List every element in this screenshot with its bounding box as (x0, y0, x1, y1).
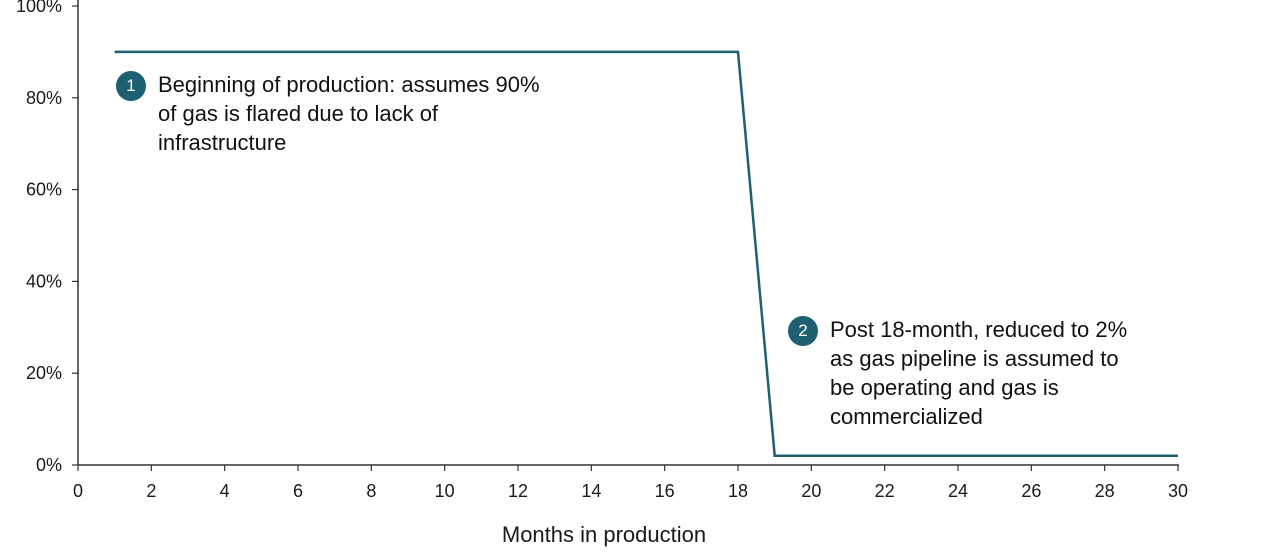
x-tick-label: 22 (875, 481, 895, 501)
x-tick-label: 6 (293, 481, 303, 501)
x-tick-label: 2 (146, 481, 156, 501)
series-line (114, 50, 1178, 458)
y-tick-label: 20% (26, 363, 62, 383)
annotation-2-text: Post 18-month, reduced to 2% as gas pipe… (830, 317, 1128, 429)
x-tick-label: 16 (655, 481, 675, 501)
x-tick-label: 20 (801, 481, 821, 501)
x-tick-label: 30 (1168, 481, 1188, 501)
annotation-2: 2 Post 18-month, reduced to 2% as gas pi… (788, 315, 1148, 431)
x-tick-label: 8 (366, 481, 376, 501)
annotation-1-text: Beginning of production: assumes 90% of … (158, 72, 540, 155)
x-axis-title: Months in production (502, 522, 706, 547)
x-tick-label: 0 (73, 481, 83, 501)
y-tick-label: 60% (26, 180, 62, 200)
y-axis: 0% 20% 40% 60% 80% 100% (16, 0, 79, 475)
x-tick-label: 28 (1095, 481, 1115, 501)
annotation-2-badge: 2 (788, 316, 818, 346)
y-tick-label: 40% (26, 271, 62, 291)
x-tick-label: 14 (581, 481, 601, 501)
y-tick-label: 100% (16, 0, 62, 16)
x-tick-label: 26 (1021, 481, 1041, 501)
annotation-1: 1 Beginning of production: assumes 90% o… (116, 70, 546, 157)
annotation-1-badge: 1 (116, 71, 146, 101)
y-tick-label: 80% (26, 88, 62, 108)
x-tick-label: 24 (948, 481, 968, 501)
x-axis: 0 2 4 6 8 10 12 14 16 18 20 22 24 26 28 30 (73, 464, 1188, 501)
x-tick-label: 4 (220, 481, 230, 501)
x-tick-label: 18 (728, 481, 748, 501)
x-tick-label: 10 (435, 481, 455, 501)
y-tick-label: 0% (36, 455, 62, 475)
x-tick-label: 12 (508, 481, 528, 501)
plot-series (114, 50, 1178, 458)
